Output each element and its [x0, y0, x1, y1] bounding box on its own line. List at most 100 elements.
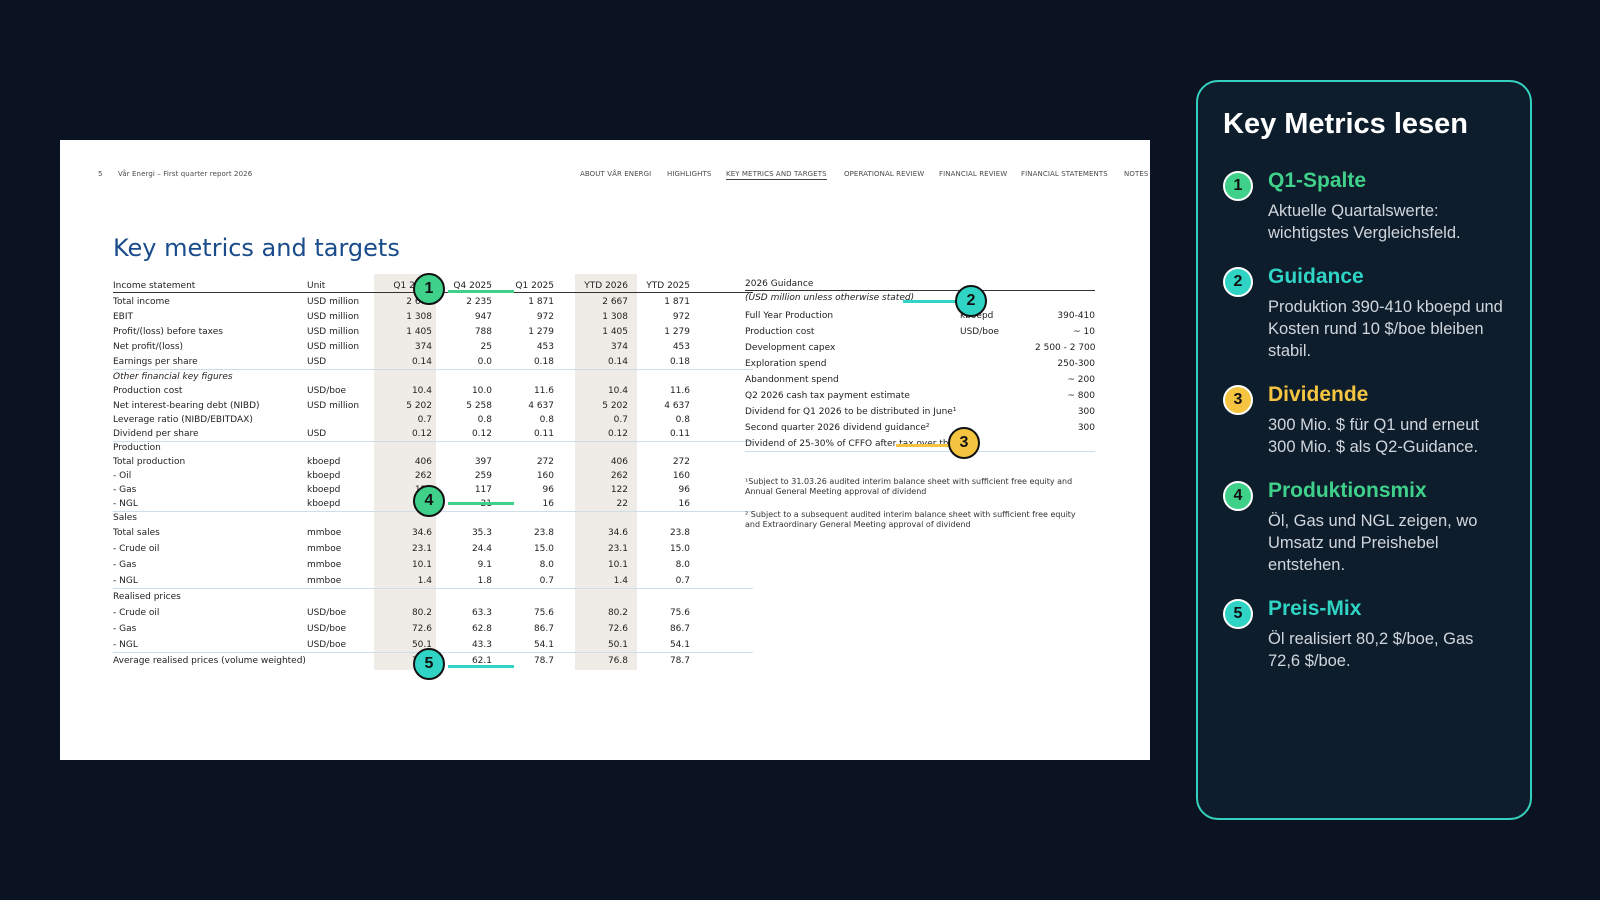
table-cell: 0.7: [675, 576, 690, 586]
guidance-row-label: Dividend for Q1 2026 to be distributed i…: [745, 407, 957, 417]
row-separator: [113, 369, 753, 370]
table-cell: 0.12: [411, 429, 432, 439]
table-row-unit: mmboe: [307, 544, 342, 554]
nav-key-metrics[interactable]: KEY METRICS AND TARGETS: [726, 170, 827, 180]
nav-highlights[interactable]: HIGHLIGHTS: [667, 170, 712, 178]
table-row-unit: USD/boe: [307, 608, 347, 618]
table-row-unit: kboepd: [307, 485, 341, 495]
table-cell: 1 279: [528, 327, 554, 337]
report-title: Vår Energi – First quarter report 2026: [118, 170, 253, 178]
table-cell: 8.0: [675, 560, 690, 570]
guidance-row-label: Development capex: [745, 343, 836, 353]
key-metrics-panel: Key Metrics lesen 1 Q1-Spalte Aktuelle Q…: [1196, 80, 1532, 820]
table-cell: 10.1: [411, 560, 432, 570]
table-cell: 86.7: [533, 624, 554, 634]
table-cell: 50.1: [411, 640, 432, 650]
table-row-label: - Crude oil: [113, 544, 160, 554]
column-header: YTD 2026: [584, 281, 628, 291]
marker-4: 4: [413, 485, 445, 517]
table-cell: 406: [414, 457, 432, 467]
item-3-number: 3: [1223, 385, 1253, 415]
nav-operational-review[interactable]: OPERATIONAL REVIEW: [844, 170, 925, 178]
table-row-unit: USD million: [307, 342, 360, 352]
marker-2: 2: [955, 285, 987, 317]
table-cell: 406: [610, 457, 628, 467]
table-row-label: Profit/(loss) before taxes: [113, 327, 223, 337]
table-cell: 2 667: [602, 297, 628, 307]
guidance-row-label: Q2 2026 cash tax payment estimate: [745, 391, 910, 401]
table-cell: 1 871: [528, 297, 554, 307]
table-row-unit: USD/boe: [307, 386, 347, 396]
table-cell: 0.8: [675, 415, 690, 425]
report-page: 5 Vår Energi – First quarter report 2026…: [60, 140, 1150, 760]
guidance-row-value: 300: [1077, 423, 1095, 433]
nav-financial-review[interactable]: FINANCIAL REVIEW: [939, 170, 1008, 178]
table-cell: 4 637: [528, 401, 554, 411]
table-cell: 72.6: [411, 624, 432, 634]
table-cell: 54.1: [533, 640, 554, 650]
marker-3: 3: [948, 427, 980, 459]
table-cell: 0.12: [607, 429, 628, 439]
item-2-text: Produktion 390-410 kboepd und Kosten run…: [1268, 298, 1503, 360]
table-cell: 0.0: [477, 357, 492, 367]
guidance-row-label: Abandonment spend: [745, 375, 839, 385]
table-cell: 1 405: [602, 327, 628, 337]
table-cell: 453: [672, 342, 690, 352]
q1-column-highlight: [374, 274, 436, 670]
table-row-label: - Gas: [113, 624, 137, 634]
table-cell: 10.4: [607, 386, 628, 396]
table-row-unit: mmboe: [307, 576, 342, 586]
nav-notes[interactable]: NOTES: [1124, 170, 1149, 178]
guidance-row-label: Production cost: [745, 327, 815, 337]
table-cell: 972: [536, 312, 554, 322]
table-row-label: - Oil: [113, 471, 132, 481]
table-row-unit: USD million: [307, 297, 360, 307]
row-separator: [113, 588, 753, 589]
row-separator: [113, 441, 753, 442]
marker-1-line: [448, 290, 514, 293]
table-cell: 11.6: [669, 386, 690, 396]
table-cell: 22: [616, 499, 628, 509]
table-cell: 76.8: [607, 656, 628, 666]
marker-2-line: [903, 300, 963, 303]
nav-financial-statements[interactable]: FINANCIAL STATEMENTS: [1021, 170, 1108, 178]
table-cell: 23.8: [669, 528, 690, 538]
marker-4-line: [448, 502, 514, 505]
table-row-unit: USD million: [307, 401, 360, 411]
marker-3-line: [896, 444, 956, 447]
table-cell: 96: [678, 485, 690, 495]
guidance-row-value: 390-410: [1057, 311, 1095, 321]
item-1-heading: Q1-Spalte: [1268, 169, 1367, 192]
nav-about[interactable]: ABOUT VÅR ENERGI: [580, 170, 652, 178]
table-cell: 0.14: [607, 357, 628, 367]
table-cell: 75.6: [533, 608, 554, 618]
table-row-unit: mmboe: [307, 560, 342, 570]
table-cell: 947: [474, 312, 492, 322]
table-row-label: Sales: [113, 513, 137, 523]
marker-5: 5: [413, 648, 445, 680]
table-cell: 0.8: [477, 415, 492, 425]
table-cell: 16: [678, 499, 690, 509]
table-cell: 10.1: [607, 560, 628, 570]
item-5-heading: Preis-Mix: [1268, 597, 1362, 620]
table-cell: 2 235: [466, 297, 492, 307]
table-cell: 453: [536, 342, 554, 352]
table-row-label: Average realised prices (volume weighted…: [113, 656, 306, 666]
table-cell: 972: [672, 312, 690, 322]
table-cell: 10.0: [471, 386, 492, 396]
table-cell: 62.1: [471, 656, 492, 666]
table-row-label: - Gas: [113, 485, 137, 495]
table-cell: 75.6: [669, 608, 690, 618]
item-2-heading: Guidance: [1268, 265, 1364, 288]
table-cell: 1.8: [477, 576, 492, 586]
table-cell: 262: [610, 471, 628, 481]
guidance-row-value: ~ 200: [1067, 375, 1095, 385]
table-row-label: - Gas: [113, 560, 137, 570]
guidance-subtitle: (USD million unless otherwise stated): [745, 293, 915, 303]
table-cell: 34.6: [607, 528, 628, 538]
page-number: 5: [98, 170, 103, 178]
table-cell: 15.0: [533, 544, 554, 554]
item-3-text: 300 Mio. $ für Q1 und erneut 300 Mio. $ …: [1268, 416, 1479, 456]
panel-title: Key Metrics lesen: [1223, 108, 1469, 140]
table-cell: 23.1: [411, 544, 432, 554]
